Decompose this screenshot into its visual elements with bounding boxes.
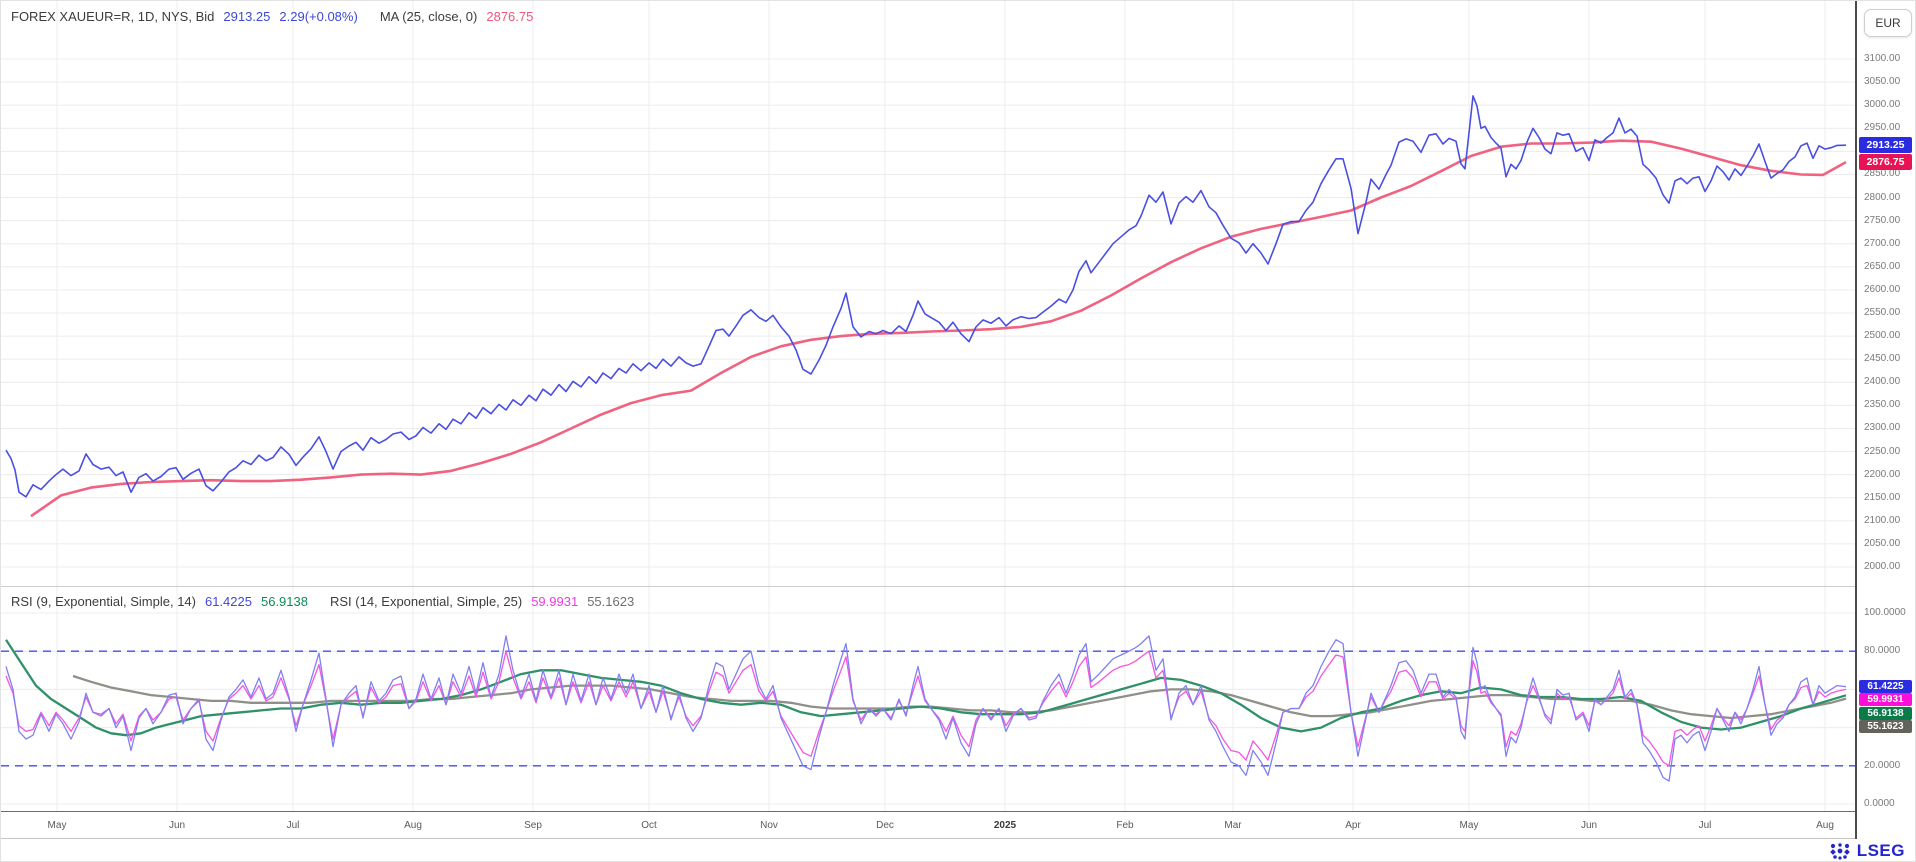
rsi-badge: 59.9931 bbox=[1859, 693, 1912, 707]
rsi-tick-label: 100.0000 bbox=[1864, 607, 1906, 618]
price-tick-label: 3050.00 bbox=[1864, 76, 1901, 88]
ma-label[interactable]: MA (25, close, 0) bbox=[379, 9, 478, 24]
lseg-logo: LSEG bbox=[1828, 839, 1905, 861]
time-axis[interactable]: May Jun Jul Aug Sep Oct Nov Dec 2025 Feb Mar Apr May… bbox=[1, 811, 1915, 839]
price-legend[interactable]: FOREX XAUEUR=R, 1D, NYS, Bid 2913.25 2.2… bbox=[11, 9, 533, 24]
price-tick-label: 2400.00 bbox=[1864, 376, 1901, 388]
price-tick-label: 2650.00 bbox=[1864, 260, 1901, 272]
lseg-brand-text: LSEG bbox=[1856, 841, 1905, 860]
rsi-legend[interactable]: RSI (9, Exponential, Simple, 14) 61.4225… bbox=[11, 594, 634, 609]
price-change-pct: (+0.08%) bbox=[304, 9, 358, 24]
price-tick-label: 2050.00 bbox=[1864, 537, 1901, 549]
month-label: Mar bbox=[1224, 820, 1242, 831]
rsi-tick-label: 0.0000 bbox=[1864, 798, 1895, 809]
price-tick-label: 2800.00 bbox=[1864, 191, 1901, 203]
month-label: Feb bbox=[1116, 820, 1134, 831]
price-change-value: 2.29 bbox=[279, 9, 305, 24]
price-tick-label: 2850.00 bbox=[1864, 168, 1901, 180]
instrument-label[interactable]: FOREX XAUEUR=R, 1D, NYS, Bid bbox=[11, 9, 215, 24]
month-label: Apr bbox=[1345, 820, 1361, 831]
price-tick-label: 2950.00 bbox=[1864, 122, 1901, 134]
month-label: May bbox=[1459, 820, 1479, 831]
month-label: Oct bbox=[641, 820, 657, 831]
price-pane[interactable] bbox=[1, 1, 1857, 586]
lseg-crest-icon bbox=[1829, 843, 1850, 860]
month-label: Aug bbox=[404, 820, 422, 831]
price-tick-label: 2750.00 bbox=[1864, 214, 1901, 226]
rsi14-value: 59.9931 bbox=[531, 594, 579, 609]
price-tick-label: 3100.00 bbox=[1864, 53, 1901, 64]
price-tick-label: 3000.00 bbox=[1864, 99, 1901, 111]
price-line bbox=[5, 95, 1847, 498]
price-badge: 2876.75 bbox=[1859, 154, 1912, 171]
currency-button[interactable]: EUR bbox=[1864, 9, 1912, 37]
month-label: Jul bbox=[286, 820, 300, 831]
price-tick-label: 2350.00 bbox=[1864, 399, 1901, 411]
price-tick-label: 2700.00 bbox=[1864, 237, 1901, 249]
price-tick-label: 2450.00 bbox=[1864, 353, 1901, 365]
price-tick-label: 2600.00 bbox=[1864, 283, 1901, 295]
month-label: Dec bbox=[876, 820, 894, 831]
month-label: Jul bbox=[1698, 820, 1712, 831]
rsi14-avg-value: 55.1623 bbox=[587, 594, 635, 609]
last-price-value: 2913.25 bbox=[223, 9, 271, 24]
month-label: May bbox=[47, 820, 67, 831]
rsi-pane[interactable] bbox=[1, 586, 1857, 811]
rsi-tick-label: 80.0000 bbox=[1864, 645, 1901, 657]
ma-line bbox=[30, 139, 1847, 518]
rsi9-value: 61.4225 bbox=[204, 594, 252, 609]
month-label: Sep bbox=[524, 820, 542, 831]
rsi9-avg-value: 56.9138 bbox=[260, 594, 308, 609]
month-label: Aug bbox=[1816, 820, 1834, 831]
rsi9-line bbox=[5, 635, 1847, 782]
price-axis[interactable]: EUR 3100.003050.003000.002950.002900.002… bbox=[1857, 1, 1915, 839]
month-label: 2025 bbox=[993, 820, 1017, 831]
price-tick-label: 2100.00 bbox=[1864, 514, 1901, 526]
rsi9-label[interactable]: RSI (9, Exponential, Simple, 14) bbox=[11, 594, 196, 609]
rsi14-label[interactable]: RSI (14, Exponential, Simple, 25) bbox=[329, 594, 523, 609]
pane-divider[interactable] bbox=[1, 586, 1857, 587]
rsi-tick-label: 20.0000 bbox=[1864, 759, 1901, 771]
ma-value: 2876.75 bbox=[486, 9, 534, 24]
price-tick-label: 2000.00 bbox=[1864, 561, 1901, 572]
month-label: Nov bbox=[760, 820, 778, 831]
price-tick-label: 2150.00 bbox=[1864, 491, 1901, 503]
price-tick-label: 2300.00 bbox=[1864, 422, 1901, 434]
price-badge: 2913.25 bbox=[1859, 137, 1912, 154]
rsi-badge: 56.9138 bbox=[1859, 706, 1912, 720]
price-tick-label: 2200.00 bbox=[1864, 468, 1901, 480]
rsi9-avg-line bbox=[5, 639, 1847, 737]
month-label: Jun bbox=[1580, 820, 1598, 831]
price-axis-line bbox=[1855, 1, 1857, 839]
price-tick-label: 2250.00 bbox=[1864, 445, 1901, 457]
month-label: Jun bbox=[168, 820, 186, 831]
rsi-badge: 61.4225 bbox=[1859, 679, 1912, 693]
footer: LSEG bbox=[1, 839, 1915, 861]
price-tick-label: 2550.00 bbox=[1864, 307, 1901, 318]
price-tick-label: 2500.00 bbox=[1864, 330, 1901, 342]
rsi-badge: 55.1623 bbox=[1859, 720, 1912, 734]
